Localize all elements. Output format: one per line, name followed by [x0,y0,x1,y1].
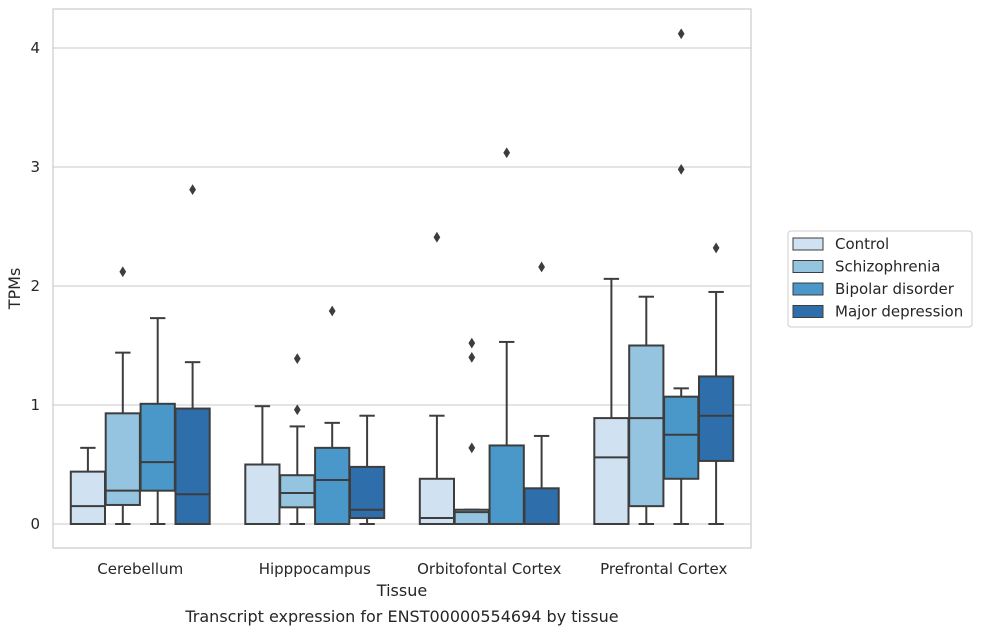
outlier-point [677,28,685,40]
y-tick-label: 1 [30,396,40,414]
legend: Control Schizophrenia Bipolar disorder Majo… [787,230,973,328]
outlier-point [189,184,196,196]
box-body [279,474,316,509]
box-major-depression [523,261,560,525]
box-body [628,344,665,508]
box-bipolar-disorder [314,305,351,525]
box-body [69,470,107,526]
x-tick-label: Cerebellum [97,560,183,578]
plot-frame [52,8,752,549]
outlier-point [293,353,301,364]
box-schizophrenia [104,266,141,525]
y-tick-label: 3 [30,158,40,176]
outlier-point [433,231,441,243]
box-control [593,277,630,525]
box-major-depression [174,184,211,526]
x-tick-label: Prefrontal Cortex [600,560,727,578]
outlier-point [293,404,301,416]
box-body [697,375,735,462]
legend-swatch [792,305,824,318]
box-control [418,231,456,525]
x-tick-label: Hipppocampus [259,560,371,578]
y-axis-label: TPMs [5,268,24,311]
chart-title: Transcript expression for ENST0000055469… [184,607,618,626]
outlier-point [712,242,720,254]
box-bipolar-disorder [663,28,700,525]
box-schizophrenia [628,295,665,525]
box-bipolar-disorder [139,317,176,525]
y-tick-labels: 0 1 2 3 4 [30,39,40,533]
box-body [314,446,351,525]
box-control [244,405,281,525]
legend-swatch [792,237,824,251]
box-body [663,395,700,480]
legend-label: Bipolar disorder [835,280,955,298]
y-tick-label: 2 [30,277,40,295]
legend-label: Major depression [835,303,963,321]
outlier-point [677,163,685,175]
box-body [593,417,630,525]
x-axis-label: Tissue [376,581,427,600]
outlier-point [468,337,476,349]
box-schizophrenia [453,337,490,526]
box-series-layer [69,28,735,526]
y-tick-label: 0 [30,515,40,533]
box-bipolar-disorder [488,147,525,525]
legend-label: Control [835,235,889,253]
legend-swatch [792,260,824,273]
box-major-depression [348,414,386,525]
box-body [488,444,525,525]
y-tick-label: 4 [30,39,40,57]
legend-frame [787,230,973,328]
box-major-depression [697,242,735,525]
outlier-point [468,442,476,454]
x-tick-labels: Cerebellum Hipppocampus Orbitofontal Corte… [97,560,727,578]
box-body [244,463,281,525]
box-body [174,407,211,526]
x-tick-label: Orbitofontal Cortex [417,560,561,578]
box-schizophrenia [279,353,316,525]
legend-label: Schizophrenia [835,258,940,276]
box-body [523,487,560,525]
box-body [418,477,456,525]
box-control [69,446,107,526]
outlier-point [538,261,545,273]
outlier-point [468,352,476,363]
box-body [139,402,176,492]
outlier-point [503,147,511,159]
outlier-point [328,305,336,317]
legend-swatch [792,282,824,296]
outlier-point [119,266,127,278]
